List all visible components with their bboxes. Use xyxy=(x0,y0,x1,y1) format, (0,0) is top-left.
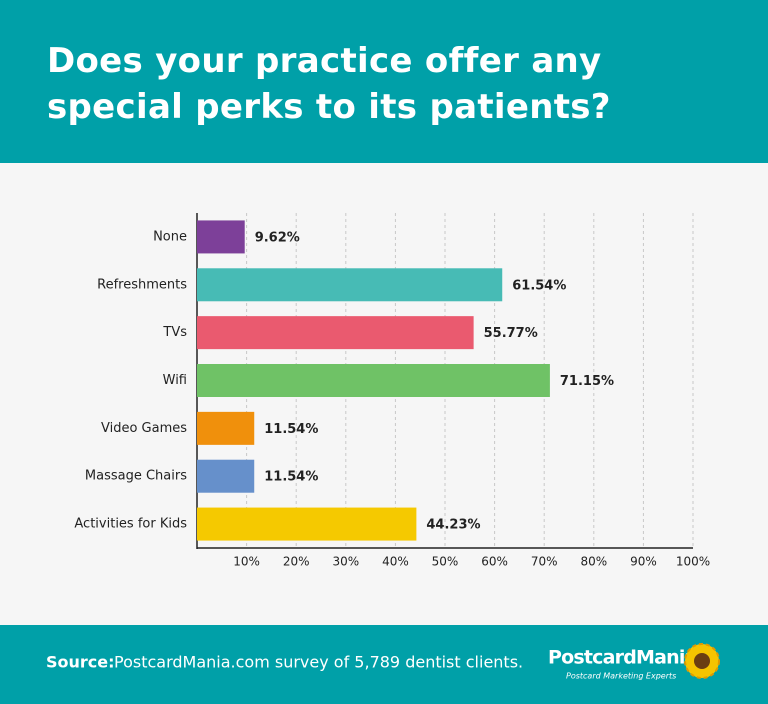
sunflower xyxy=(684,643,720,679)
x-tick-label: 40% xyxy=(382,555,409,569)
x-tick-label: 50% xyxy=(432,555,459,569)
y-tick-label: Massage Chairs xyxy=(85,469,187,484)
x-tick-label: 100% xyxy=(676,555,710,569)
y-tick-label: Activities for Kids xyxy=(74,517,187,532)
x-tick-label: 20% xyxy=(283,555,310,569)
x-tick-label: 60% xyxy=(481,555,508,569)
value-label: 11.54% xyxy=(264,422,318,437)
footer-band xyxy=(0,625,768,704)
value-label: 61.54% xyxy=(512,278,566,293)
value-label: 44.23% xyxy=(426,518,480,533)
x-tick-label: 90% xyxy=(630,555,657,569)
value-label: 55.77% xyxy=(484,326,538,341)
bar xyxy=(197,364,550,397)
bar xyxy=(197,316,474,350)
x-tick-label: 80% xyxy=(580,555,607,569)
x-tick-label: 10% xyxy=(233,555,260,569)
y-tick-label: TVs xyxy=(162,325,187,340)
y-tick-label: Video Games xyxy=(101,421,187,436)
bar xyxy=(197,268,503,302)
chart-title: Does your practice offer any special per… xyxy=(47,41,611,127)
logo: PostcardMania xyxy=(548,647,697,669)
source-label: Source: xyxy=(46,653,115,672)
logo-tagline: Postcard Marketing Experts xyxy=(566,672,676,681)
y-tick-label: Refreshments xyxy=(97,277,187,292)
bar xyxy=(197,507,417,541)
bar xyxy=(197,459,255,493)
header-band xyxy=(0,0,768,163)
y-tick-label: Wifi xyxy=(163,373,187,388)
value-label: 71.15% xyxy=(560,374,614,389)
bar xyxy=(197,411,255,445)
x-tick-label: 70% xyxy=(531,555,558,569)
value-label: 11.54% xyxy=(264,470,318,485)
x-tick-label: 30% xyxy=(332,555,359,569)
y-tick-label: None xyxy=(153,229,187,244)
value-label: 9.62% xyxy=(255,230,300,245)
source-text: PostcardMania.com survey of 5,789 dentis… xyxy=(114,653,523,672)
bar xyxy=(197,220,245,254)
